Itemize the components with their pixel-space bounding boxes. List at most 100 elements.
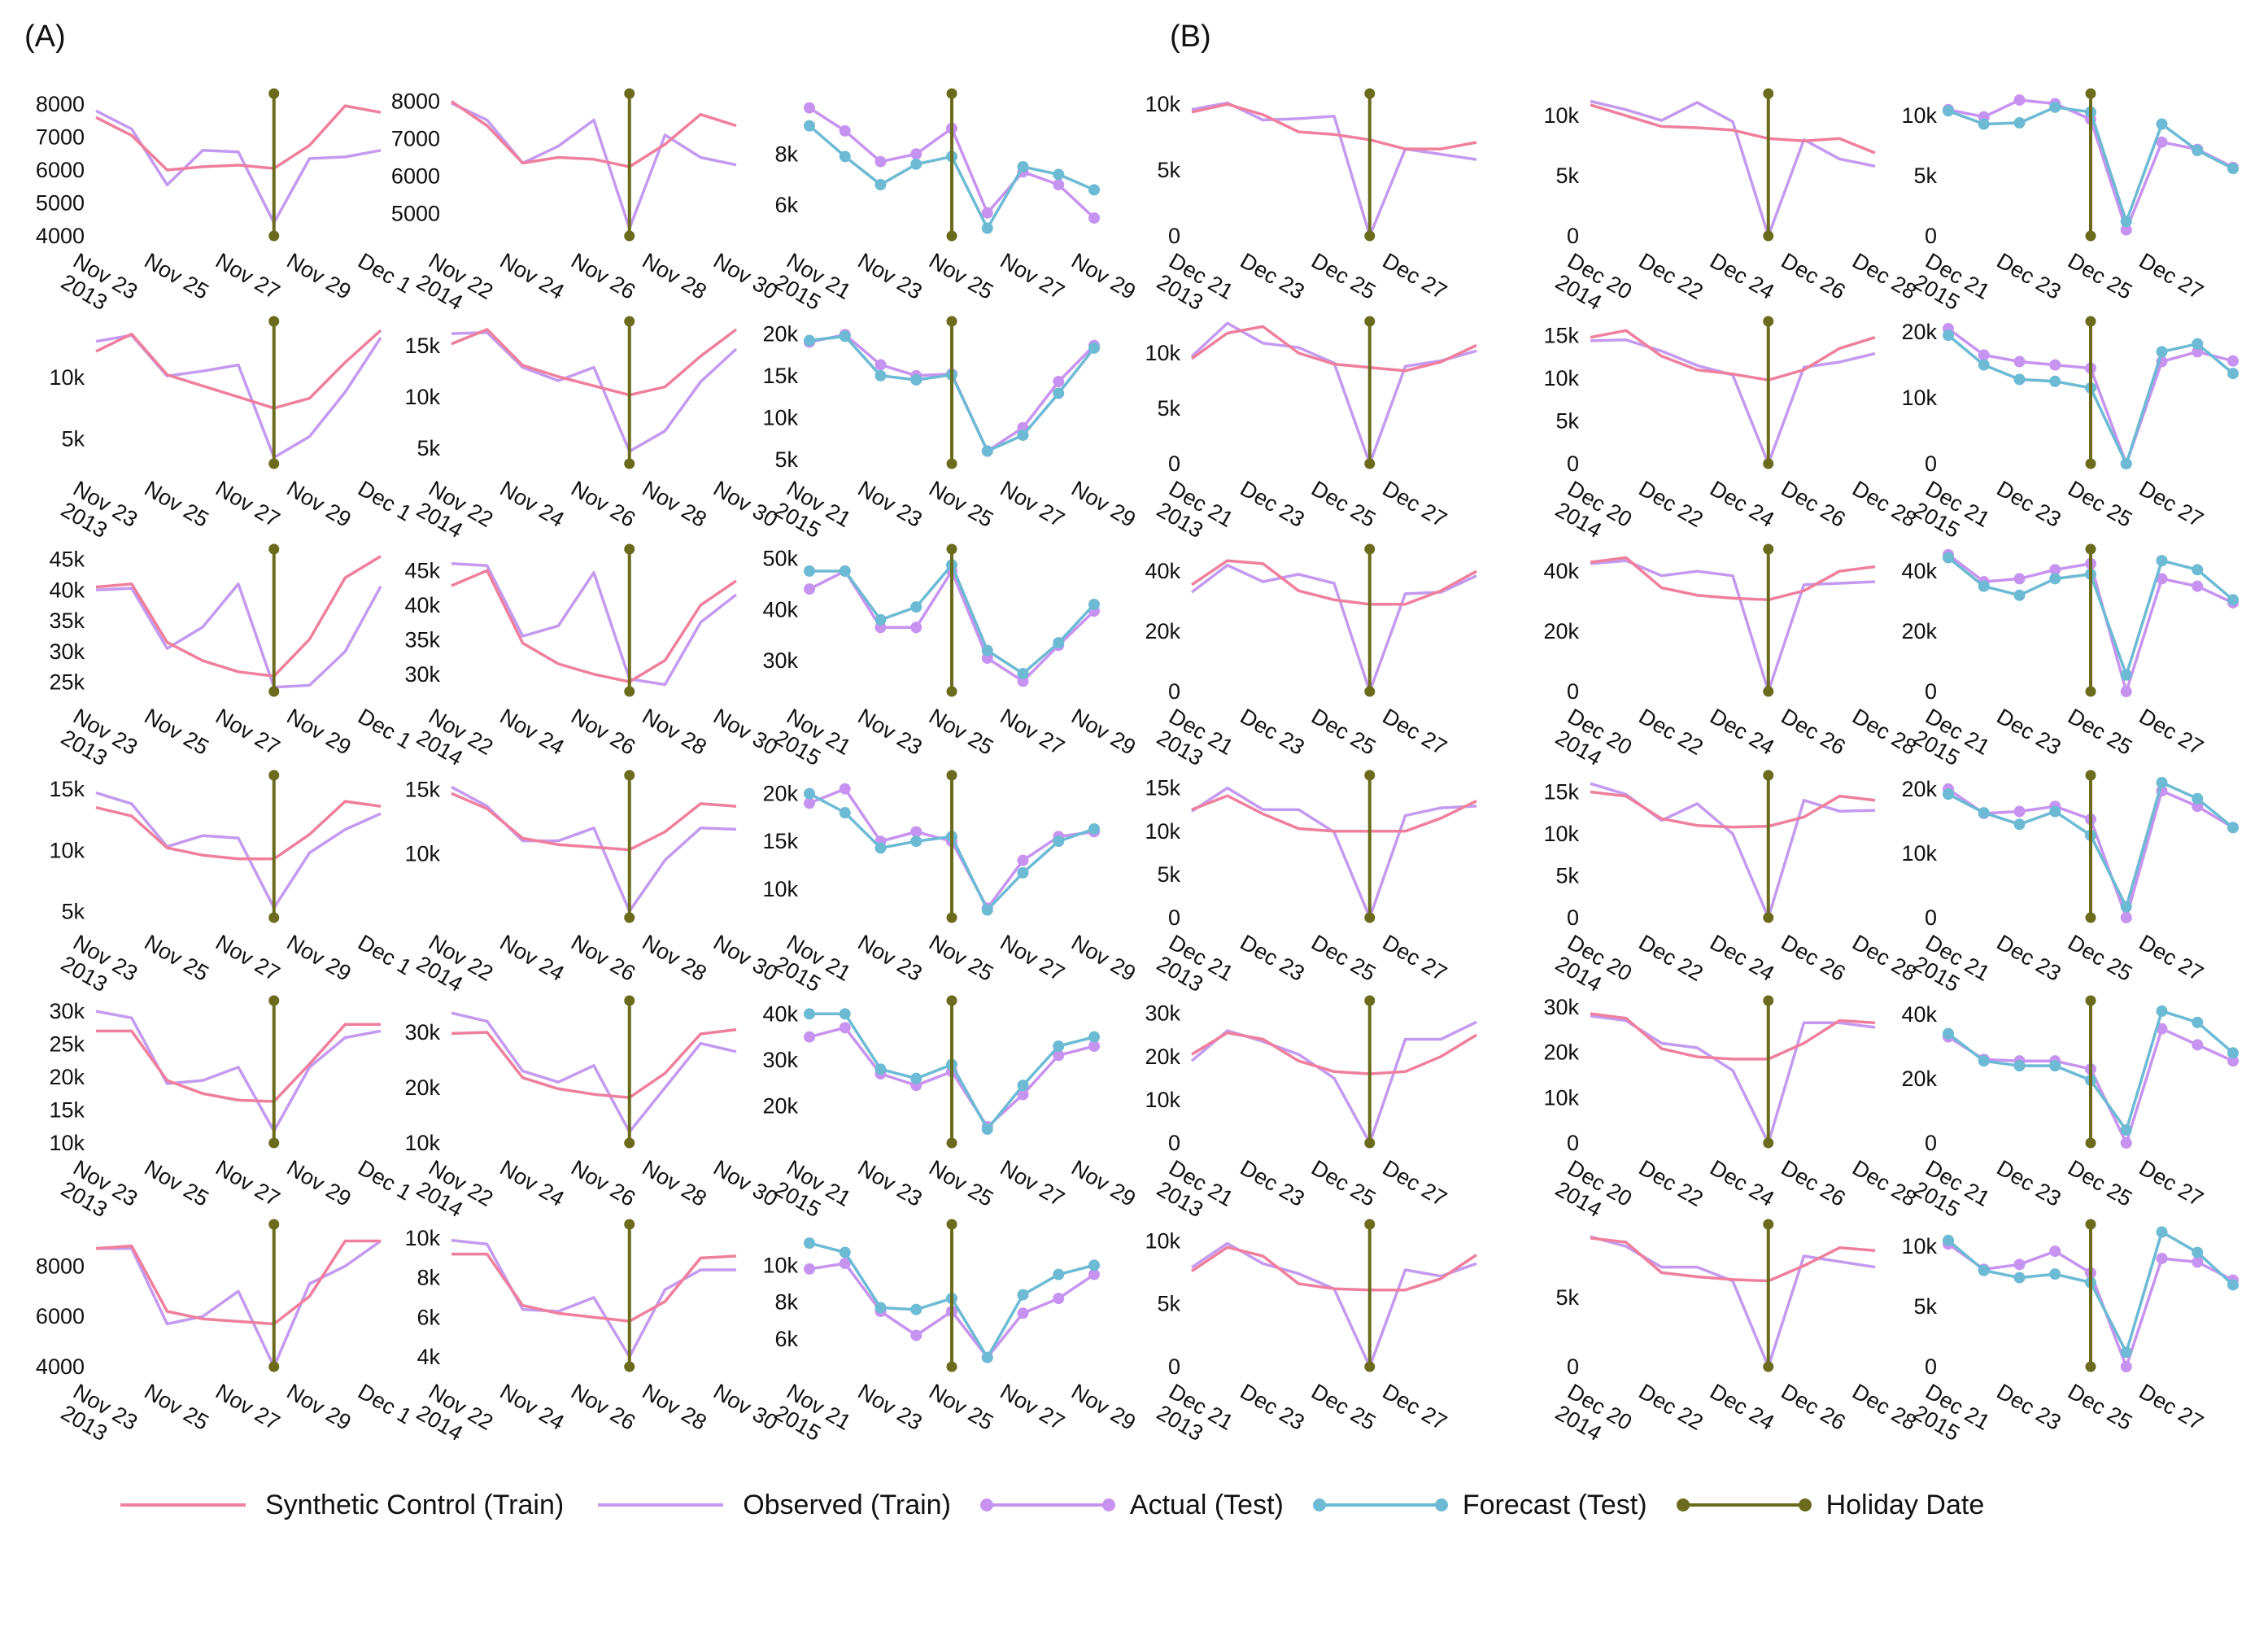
x-tick-label: Nov 23 [854,1379,927,1435]
series-forecast-point [2227,368,2239,380]
y-tick-label: 5k [1555,164,1579,188]
y-tick-label: 20k [1543,619,1579,643]
series-forecast-point [804,565,815,578]
series-actual-point [2049,359,2061,371]
holiday-point [624,686,635,697]
series-forecast-point [1943,1027,1954,1040]
x-tick-label: Dec 1 [354,930,416,979]
y-tick-label: 35k [404,627,440,652]
holiday-point [624,770,635,781]
series-forecast-point [910,601,922,613]
series-actual-point [1088,1040,1100,1052]
x-tick-label: Dec 25 [1307,1379,1380,1435]
y-tick-label: 5k [1555,863,1579,888]
x-tick-label: Nov 222014 [412,476,497,553]
x-tick-label: Nov 30 [709,248,782,304]
series-actual-point [1053,376,1065,388]
holiday-point [946,88,957,99]
series-forecast-point [1943,329,1954,342]
y-tick-label: 30k [404,1020,440,1045]
x-tick-label: Dec 23 [1236,1379,1309,1435]
y-tick-label: 15k [1543,779,1579,804]
panel-label-b: (B) [1170,20,1211,54]
y-tick-label: 40k [762,597,798,622]
series-synthetic-line [1590,1237,1876,1283]
series-forecast-point [1088,1031,1100,1043]
series-forecast-point [2120,901,2132,913]
series-forecast-point [839,150,851,163]
holiday-point [624,1361,635,1372]
y-tick-label: 4000 [36,224,85,248]
x-tick-label: Nov 27 [212,704,284,760]
y-tick-label: 15k [762,829,798,853]
series-actual-point [1053,1049,1065,1062]
x-tick-label: Dec 202014 [1551,1379,1636,1456]
y-tick-label: 45k [404,558,440,582]
series-actual-point [804,1263,815,1275]
holiday-point [1763,1361,1774,1372]
y-tick-label: 7000 [391,127,440,151]
x-tick-label: Nov 212015 [770,248,855,325]
series-forecast-point [910,158,922,170]
y-tick-label: 6000 [391,164,440,188]
holiday-point [2085,458,2096,469]
y-tick-label: 10k [1901,103,1937,128]
series-observed-line [451,785,737,913]
y-tick-label: 25k [49,670,85,695]
series-forecast-point [2049,573,2061,585]
series-forecast-point [910,373,922,386]
y-tick-label: 6k [774,193,798,217]
holiday-point [2085,912,2096,923]
series-forecast-point [2192,338,2204,350]
series-actual-point [910,622,922,634]
series-synthetic-line [1590,103,1876,155]
x-tick-label: Dec 25 [1307,704,1380,760]
series-forecast-point [1088,822,1100,835]
y-tick-label: 20k [404,1075,440,1100]
series-observed-line [451,102,737,230]
x-tick-label: Nov 25 [141,1155,213,1211]
series-forecast-point [1017,1289,1029,1301]
holiday-point [946,1361,957,1372]
holiday-point [946,230,957,242]
x-tick-label: Dec 22 [1635,930,1708,986]
y-tick-label: 10k [1145,1228,1180,1253]
x-tick-label: Dec 1 [354,476,416,526]
x-tick-label: Nov 27 [997,476,1069,532]
series-forecast-point [2192,1016,2204,1028]
x-tick-label: Nov 222014 [412,704,497,781]
y-tick-label: 30k [1145,1001,1180,1026]
holiday-point [2085,1137,2096,1149]
series-actual-point [1017,1088,1029,1101]
y-tick-label: 40k [1145,559,1180,583]
holiday-point [624,230,635,242]
series-synthetic-line [451,1027,737,1099]
x-tick-label: Dec 23 [1993,1155,2065,1211]
holiday-point [268,543,280,555]
x-tick-label: Dec 25 [2064,1155,2136,1211]
y-tick-label: 8k [417,1266,440,1290]
series-observed-line [1191,101,1477,238]
series-observed-line [95,109,382,225]
holiday-point [624,543,635,555]
x-tick-label: Dec 202014 [1551,476,1636,553]
series-observed-line [95,791,382,909]
x-tick-label: Dec 25 [1307,930,1380,986]
x-tick-label: Dec 212015 [1909,248,1994,325]
series-forecast-point [2120,458,2132,469]
x-tick-label: Dec 212013 [1153,704,1237,781]
y-tick-label: 10k [1543,1085,1579,1110]
series-forecast-point [2156,346,2168,358]
holiday-point [1364,912,1376,923]
holiday-point [1364,316,1376,327]
series-observed-line [1590,782,1876,919]
series-forecast-point [1978,118,1990,130]
x-tick-label: Dec 24 [1706,704,1778,760]
x-tick-label: Nov 232013 [57,704,142,781]
